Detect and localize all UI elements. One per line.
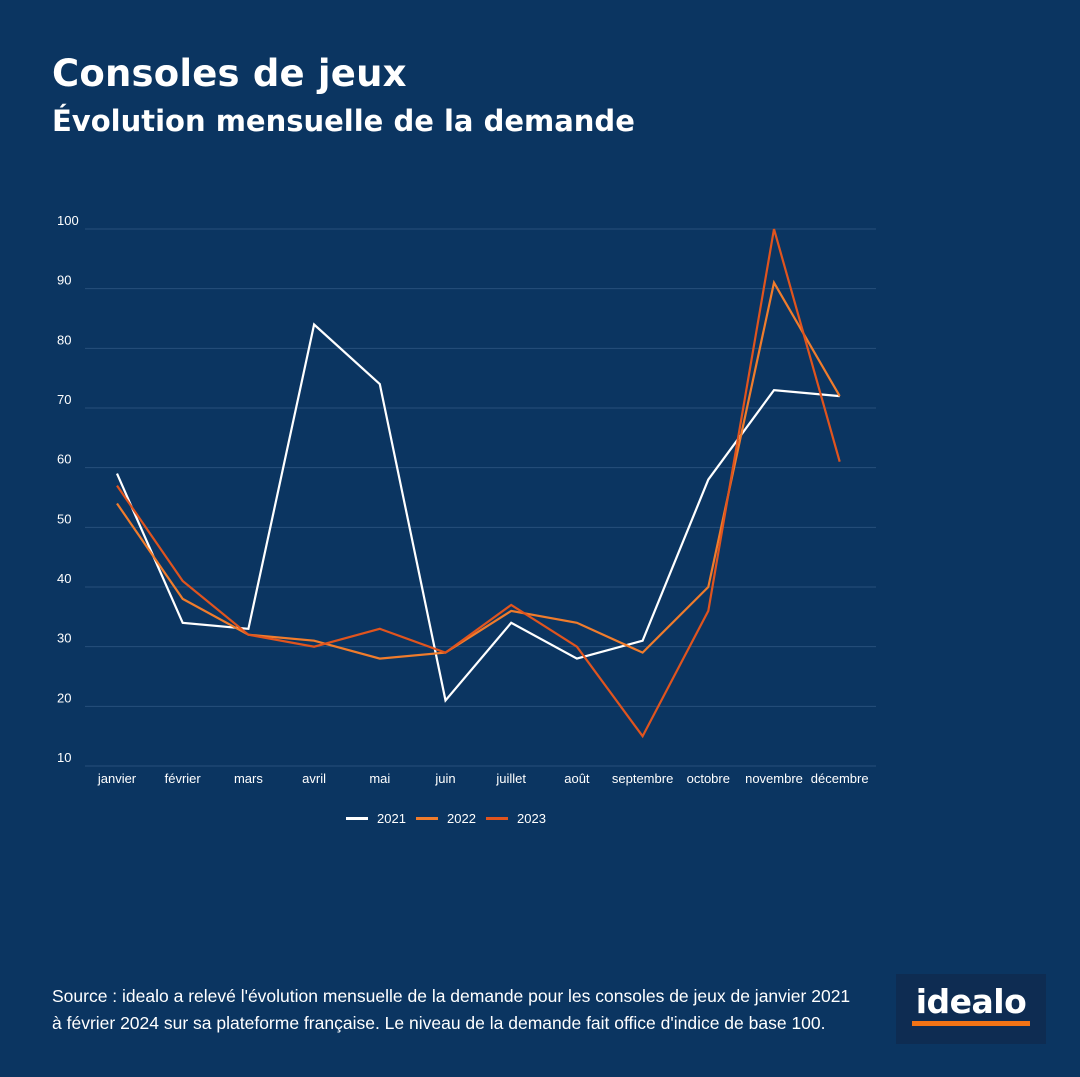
x-tick-label: avril — [302, 771, 326, 786]
y-tick-label: 30 — [57, 631, 71, 646]
legend-label-2022: 2022 — [447, 811, 476, 826]
logo-text: idealo — [915, 982, 1027, 1021]
logo-underline — [912, 1021, 1030, 1026]
x-tick-label: mars — [234, 771, 263, 786]
y-tick-label: 80 — [57, 332, 71, 347]
x-tick-label: janvier — [97, 771, 137, 786]
source-note: Source : idealo a relevé l'évolution men… — [52, 983, 882, 1037]
chart-subtitle: Évolution mensuelle de la demande — [52, 104, 635, 138]
y-tick-label: 10 — [57, 750, 71, 765]
chart-title: Consoles de jeux — [52, 52, 407, 95]
legend-label-2023: 2023 — [517, 811, 546, 826]
x-tick-label: septembre — [612, 771, 673, 786]
series-line-2022 — [116, 279, 841, 660]
x-tick-label: juillet — [495, 771, 526, 786]
source-line-1: Source : idealo a relevé l'évolution men… — [52, 986, 851, 1006]
y-tick-label: 50 — [57, 511, 71, 526]
x-tick-label: novembre — [745, 771, 803, 786]
x-tick-label: juin — [434, 771, 455, 786]
y-tick-label: 70 — [57, 392, 71, 407]
y-tick-label: 20 — [57, 690, 71, 705]
y-tick-label: 60 — [57, 452, 71, 467]
y-tick-label: 90 — [57, 273, 71, 288]
legend-label-2021: 2021 — [377, 811, 406, 826]
x-tick-label: octobre — [687, 771, 730, 786]
x-tick-label: février — [165, 771, 202, 786]
x-tick-label: août — [564, 771, 590, 786]
series-line-2023 — [116, 228, 841, 739]
series-line-2021 — [115, 322, 840, 703]
x-tick-label: mai — [369, 771, 390, 786]
source-line-2: à février 2024 sur sa plateforme françai… — [52, 1013, 826, 1033]
x-tick-label: décembre — [811, 771, 869, 786]
idealo-logo: idealo — [896, 974, 1046, 1044]
y-tick-label: 100 — [57, 213, 79, 228]
line-chart: 10 20 30 40 50 60 70 80 90 100 janvier février mars a… — [57, 213, 876, 826]
y-tick-label: 40 — [57, 571, 71, 586]
